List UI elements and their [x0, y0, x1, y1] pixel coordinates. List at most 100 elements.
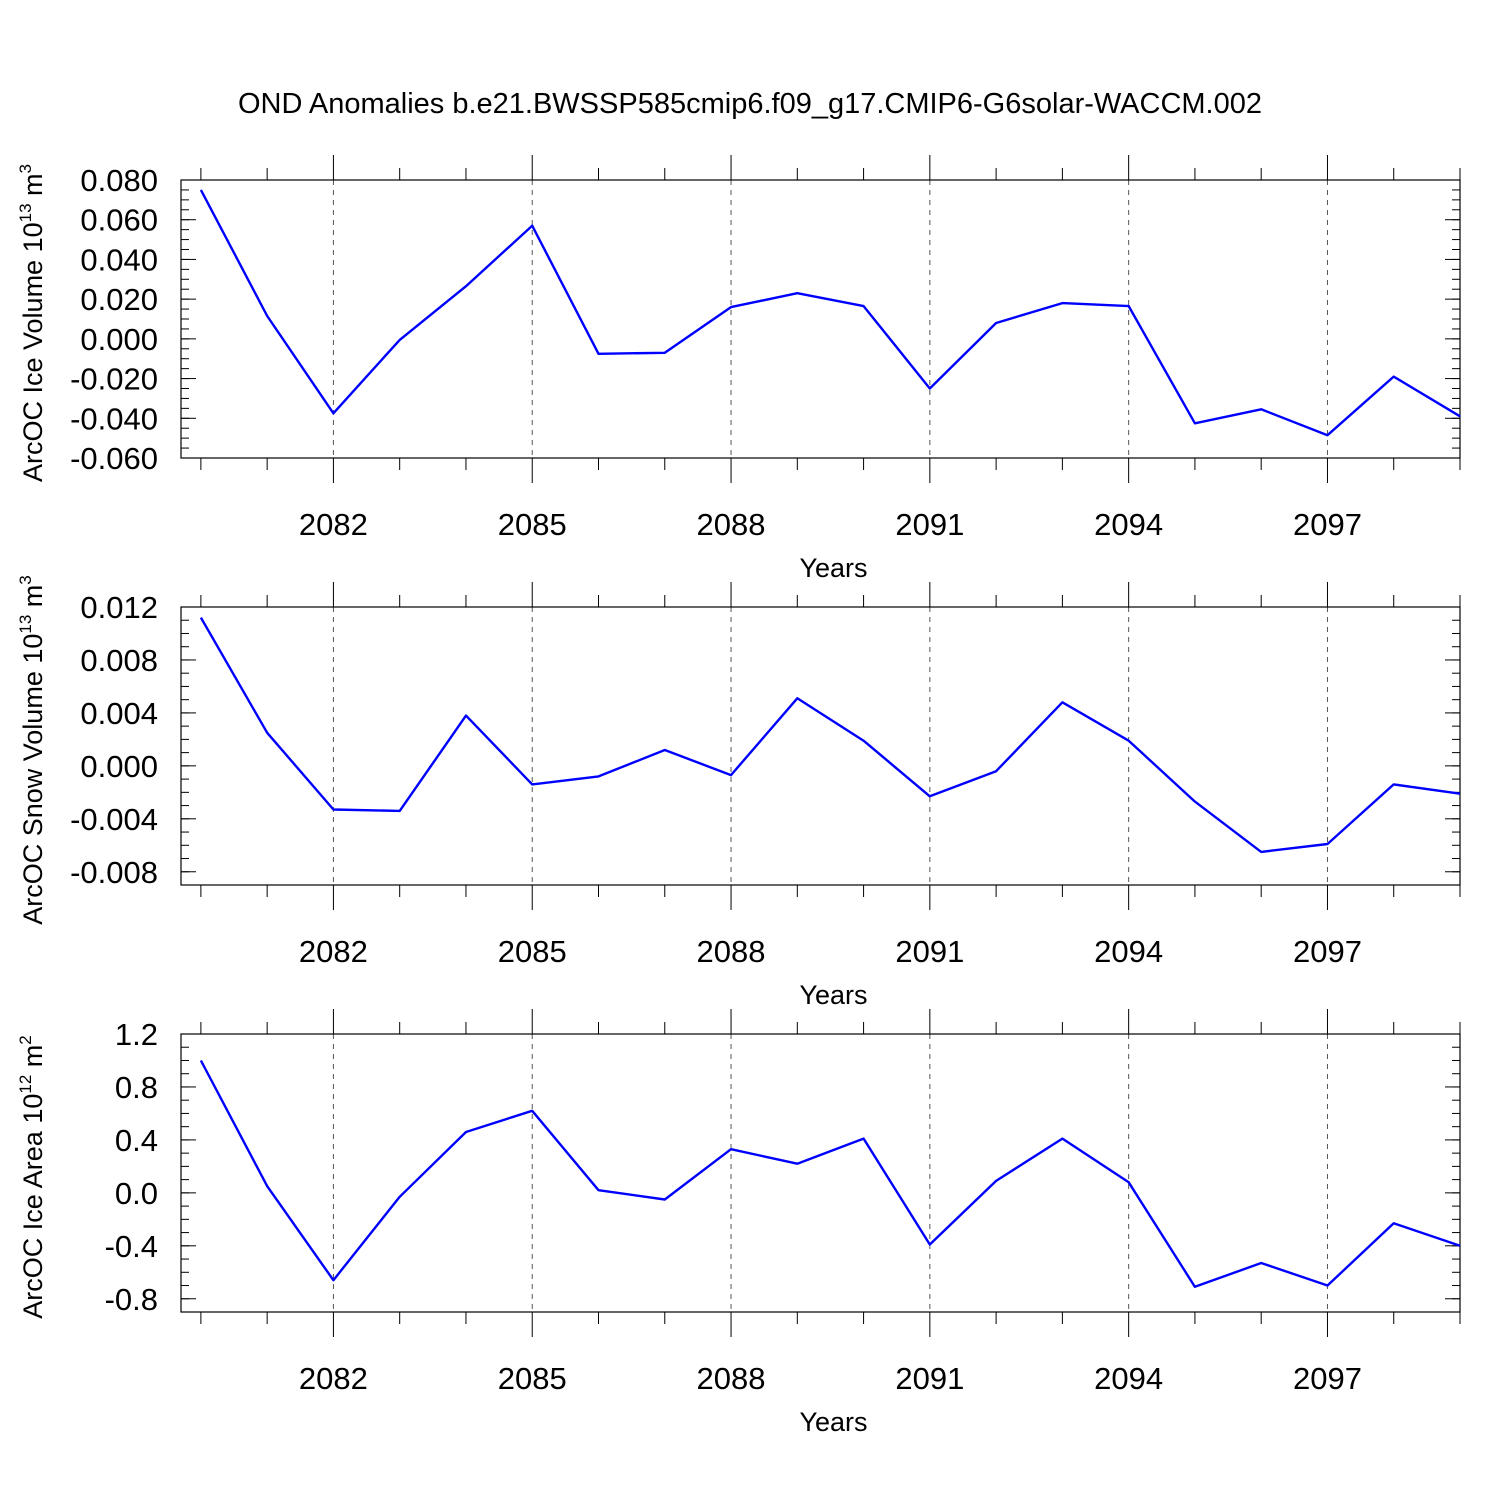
y-tick-label: 0.8: [115, 1070, 158, 1105]
data-point: [928, 387, 932, 391]
y-tick-label: 0.012: [80, 590, 158, 625]
data-point: [265, 731, 269, 735]
data-point: [994, 769, 998, 773]
data-point: [530, 782, 534, 786]
data-point: [928, 1242, 932, 1246]
data-point: [596, 1188, 600, 1192]
data-point: [596, 352, 600, 356]
data-point: [464, 714, 468, 718]
data-point: [265, 314, 269, 318]
y-tick-label: -0.020: [70, 362, 158, 397]
data-point: [795, 1162, 799, 1166]
data-point: [795, 291, 799, 295]
data-point: [398, 338, 402, 342]
data-point: [199, 188, 203, 192]
data-point: [398, 809, 402, 813]
x-tick-label: 2097: [1293, 1361, 1362, 1396]
data-point: [1392, 782, 1396, 786]
data-point: [1325, 1284, 1329, 1288]
x-tick-label: 2088: [697, 1361, 766, 1396]
x-tick-label: 2097: [1293, 934, 1362, 969]
x-tick-label: 2088: [697, 507, 766, 542]
data-point: [928, 794, 932, 798]
x-tick-label: 2085: [498, 934, 567, 969]
data-point: [1259, 1261, 1263, 1265]
data-point: [994, 1179, 998, 1183]
data-point: [1325, 433, 1329, 437]
x-tick-label: 2091: [895, 1361, 964, 1396]
data-point: [331, 808, 335, 812]
data-point: [1193, 421, 1197, 425]
y-tick-label: 0.0: [115, 1176, 158, 1211]
data-point: [1392, 375, 1396, 379]
plot-frame: [180, 1033, 1461, 1313]
x-tick-label: 2094: [1094, 1361, 1163, 1396]
data-point: [530, 224, 534, 228]
y-axis-label: ArcOC Ice Area 1012 m2: [16, 1035, 48, 1319]
data-point: [1060, 1137, 1064, 1141]
data-point: [1127, 739, 1131, 743]
y-tick-label: 0.008: [80, 643, 158, 678]
data-point: [994, 321, 998, 325]
y-axis-label: ArcOC Snow Volume 1013 m3: [16, 575, 48, 925]
y-tick-label: -0.4: [105, 1229, 158, 1264]
data-point: [663, 1197, 667, 1201]
x-tick-label: 2085: [498, 507, 567, 542]
data-point: [1060, 301, 1064, 305]
x-axis-label: Years: [799, 553, 867, 583]
x-tick-label: 2091: [895, 934, 964, 969]
y-tick-label: 0.000: [80, 749, 158, 784]
data-point: [1127, 304, 1131, 308]
y-tick-label: -0.040: [70, 401, 158, 436]
data-point: [1193, 1285, 1197, 1289]
y-tick-label: -0.060: [70, 441, 158, 476]
data-point: [1259, 850, 1263, 854]
x-tick-label: 2094: [1094, 934, 1163, 969]
y-tick-label: 0.060: [80, 203, 158, 238]
panels: 0.080 0.060 0.040 0.020 0.000 -0.020 -0.040 -0.…: [16, 155, 1462, 1437]
series-line: [199, 617, 1461, 854]
x-tick-label: 2088: [697, 934, 766, 969]
plot-frame: [180, 179, 1461, 459]
x-tick-label: 2097: [1293, 507, 1362, 542]
data-point: [729, 305, 733, 309]
data-point: [1458, 792, 1462, 796]
data-point: [729, 1147, 733, 1151]
data-point: [265, 1184, 269, 1188]
chart-title: OND Anomalies b.e21.BWSSP585cmip6.f09_g1…: [238, 88, 1262, 120]
data-point: [795, 696, 799, 700]
x-axis-label: Years: [799, 1407, 867, 1437]
panel-3: 1.2 0.8 0.4 0.0 -0.4 -0.8 2082 2085 2088 2091 2094…: [16, 1009, 1462, 1437]
x-tick-label: 2085: [498, 1361, 567, 1396]
data-point: [199, 616, 203, 620]
y-tick-label: 1.2: [115, 1017, 158, 1052]
panel-1: 0.080 0.060 0.040 0.020 0.000 -0.020 -0.040 -0.…: [16, 155, 1462, 583]
data-point: [1392, 1221, 1396, 1225]
y-tick-label: 0.000: [80, 322, 158, 357]
data-point: [1325, 842, 1329, 846]
data-point: [862, 304, 866, 308]
data-point: [464, 1130, 468, 1134]
x-axis-label: Years: [799, 980, 867, 1010]
data-point: [663, 351, 667, 355]
x-tick-label: 2091: [895, 507, 964, 542]
y-tick-label: 0.004: [80, 696, 158, 731]
y-tick-label: -0.004: [70, 802, 158, 837]
data-point: [331, 1278, 335, 1282]
data-point: [398, 1195, 402, 1199]
data-point: [1193, 800, 1197, 804]
series-line: [199, 189, 1461, 437]
data-point: [331, 411, 335, 415]
data-point: [862, 739, 866, 743]
data-point: [729, 773, 733, 777]
data-point: [663, 748, 667, 752]
data-point: [1458, 414, 1462, 418]
data-point: [1259, 407, 1263, 411]
data-point: [1458, 1244, 1462, 1248]
data-point: [862, 1137, 866, 1141]
y-tick-label: 0.080: [80, 163, 158, 198]
y-tick-label: 0.4: [115, 1123, 158, 1158]
x-tick-label: 2082: [299, 934, 368, 969]
series-line: [199, 1059, 1461, 1289]
